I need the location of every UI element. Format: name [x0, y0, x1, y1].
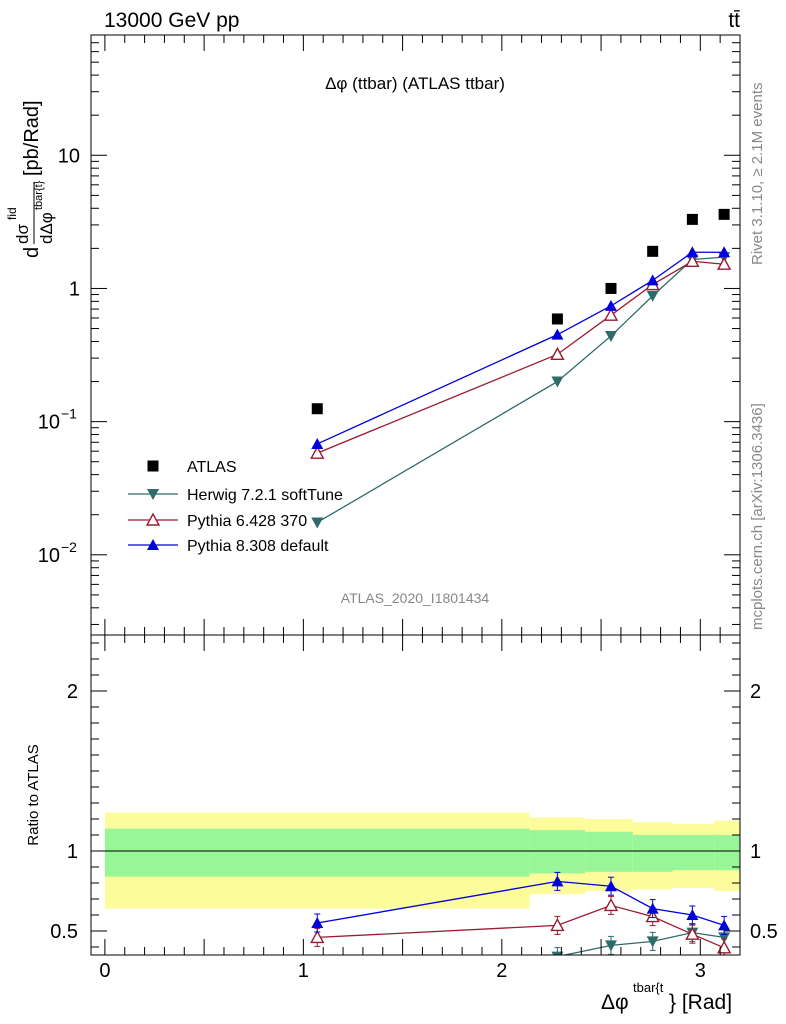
ratio-y-tick-label-right: 0.5	[750, 921, 778, 943]
ratio-y-tick-label-right: 2	[750, 681, 761, 703]
y-tick-exponent: −2	[61, 539, 77, 555]
ratio-point	[716, 940, 732, 954]
data-point	[718, 246, 731, 258]
ratio-y-tick-label: 2	[67, 681, 78, 703]
y-tick-label: 1	[69, 278, 80, 300]
ratio-point	[718, 919, 731, 931]
legend-label: Pythia 8.308 default	[187, 538, 329, 555]
ratio-y-tick-label: 0.5	[50, 921, 78, 943]
legend-label: Herwig 7.2.1 softTune	[187, 487, 343, 504]
legend-label: Pythia 6.428 370	[187, 513, 307, 530]
legend-marker	[147, 460, 159, 472]
data-point	[685, 253, 700, 267]
ratio-band-inner	[632, 835, 673, 872]
ratio-point	[551, 875, 564, 887]
series-line-1	[316, 256, 725, 524]
ratio-point	[685, 926, 700, 940]
data-point	[551, 313, 563, 325]
legend-marker	[147, 539, 159, 550]
ratio-point	[646, 936, 659, 948]
y-tick-label: 10	[38, 412, 60, 434]
ratio-point	[718, 932, 731, 944]
y-label-denominator-sup: tbar{t}	[33, 180, 45, 210]
data-point	[551, 376, 564, 388]
y-tick-label: 10	[38, 545, 60, 567]
legend-marker	[145, 512, 161, 526]
ratio-frame	[90, 634, 741, 956]
data-point	[311, 437, 324, 449]
ratio-point	[603, 897, 619, 912]
ratio-line-2	[317, 880, 725, 927]
y-tick-exponent: −1	[61, 406, 77, 422]
data-point	[716, 256, 732, 270]
y-label-numerator: dσ	[13, 224, 32, 244]
x-tick-label: 2	[496, 960, 507, 982]
ratio-y-tick-label-right: 1	[750, 841, 761, 863]
ratio-band-inner	[714, 835, 740, 871]
ratio-point	[646, 902, 659, 914]
mcplots-label: mcplots.cern.ch [arXiv:1306.3436]	[749, 403, 766, 630]
series-line-3	[316, 251, 725, 445]
y-label-denominator: dΔφ	[37, 212, 56, 244]
ratio-band-inner	[672, 835, 715, 871]
energy-label: 13000 GeV pp	[104, 9, 239, 32]
main-chart-marks	[310, 208, 732, 529]
main-y-axis-label: d dσ fid dΔφ tbar{t} [pb/Rad]	[5, 100, 56, 258]
ratio-point	[686, 909, 699, 920]
ratio-point	[311, 917, 324, 928]
plot-title: Δφ (ttbar) (ATLAS ttbar)	[325, 74, 505, 93]
legend: ATLAS Herwig 7.2.1 softTune Pythia 6.428 3…	[128, 459, 343, 555]
ratio-line-1	[317, 904, 725, 949]
ratio-point	[551, 951, 564, 955]
data-point	[311, 403, 323, 415]
data-point	[718, 208, 730, 220]
y-label-numerator-sup: fid	[5, 207, 19, 220]
legend-label: ATLAS	[187, 459, 237, 476]
ratio-point	[311, 984, 323, 995]
data-point	[604, 330, 617, 342]
ratio-point	[310, 929, 325, 944]
analysis-id-label: ATLAS_2020_I1801434	[341, 590, 490, 606]
x-tick-label: 0	[99, 960, 110, 982]
data-point	[551, 328, 564, 340]
data-point	[686, 246, 699, 258]
rivet-version-label: Rivet 3.1.10, ≥ 2.1M events	[749, 83, 766, 266]
series-line-2	[317, 260, 725, 454]
ratio-band-inner	[104, 828, 530, 877]
ratio-point	[550, 917, 565, 932]
y-label-units: [pb/Rad]	[21, 100, 43, 176]
legend-marker	[147, 489, 159, 500]
y-tick-label: 10	[58, 145, 80, 167]
x-label-suffix: } [Rad]	[669, 991, 732, 1014]
data-point	[646, 274, 659, 286]
data-point	[686, 213, 698, 225]
ratio-point	[604, 940, 617, 952]
data-point	[646, 290, 659, 302]
x-label-sup: tbar{t	[633, 980, 664, 995]
data-point	[311, 517, 324, 529]
data-point	[605, 282, 617, 294]
data-point	[603, 307, 619, 321]
y-label-prefix: d	[21, 247, 43, 258]
ratio-band-inner	[585, 831, 633, 872]
ratio-band-inner	[529, 830, 586, 874]
ratio-point	[604, 880, 617, 892]
data-point	[310, 445, 325, 459]
ratio-y-axis-label: Ratio to ATLAS	[25, 744, 42, 845]
data-point	[647, 245, 659, 257]
ratio-y-tick-label: 1	[67, 841, 78, 863]
x-tick-label: 1	[298, 960, 309, 982]
data-point	[550, 346, 565, 361]
ratio-line-0	[561, 931, 725, 955]
process-label: tt̄	[728, 9, 740, 32]
ratio-x-axis-label: Δφ tbar{t } [Rad]	[601, 980, 732, 1014]
data-point	[604, 299, 617, 311]
x-label-base: Δφ	[601, 991, 629, 1014]
x-tick-label: 3	[695, 960, 706, 982]
ratio-chart-marks	[91, 812, 740, 995]
